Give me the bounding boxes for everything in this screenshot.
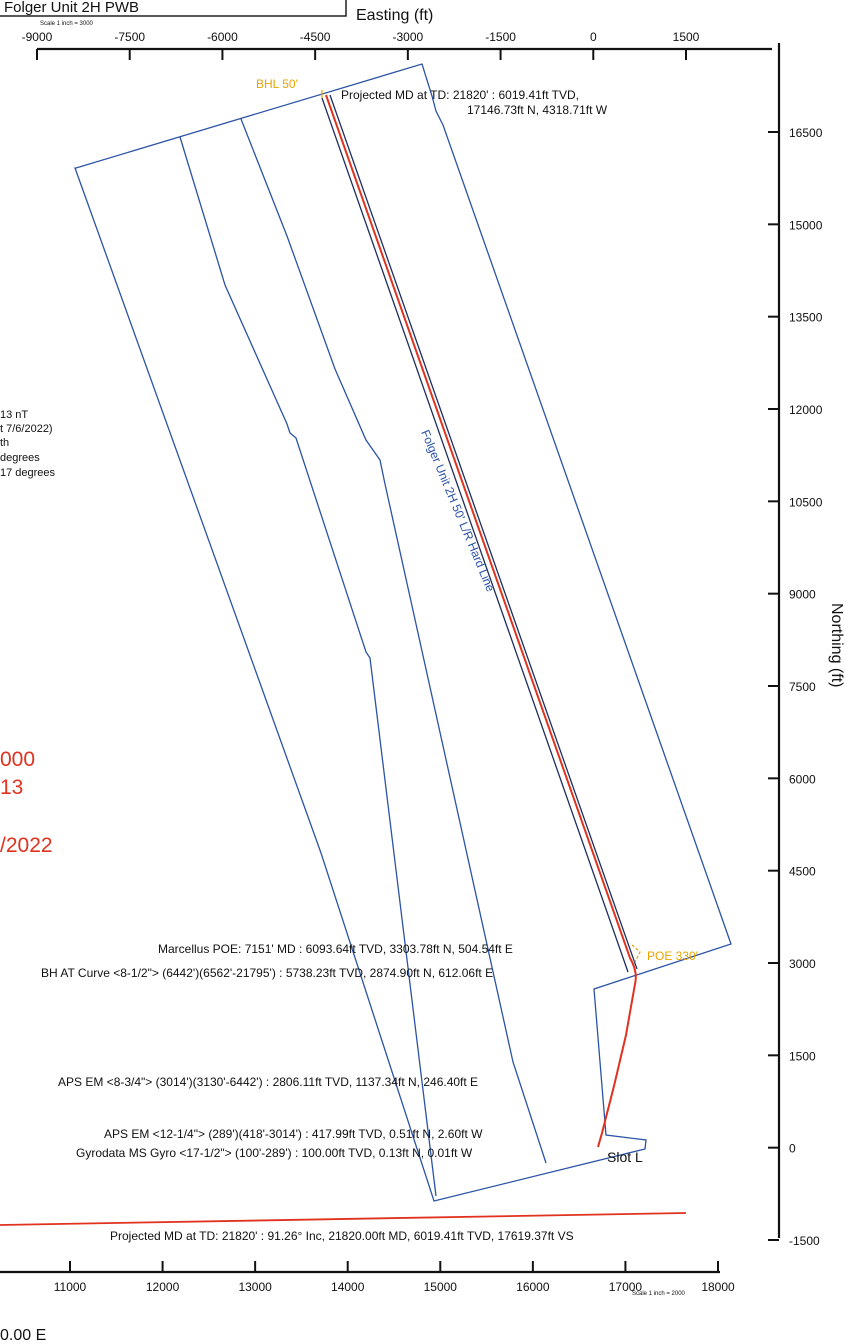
northing-tick-label: 9000: [789, 588, 816, 602]
easting-tick-label: -1500: [485, 30, 516, 44]
vs-well-path: [0, 1212, 687, 1226]
poe-label: POE 330': [647, 949, 698, 963]
easting-tick-label: -4500: [300, 30, 331, 44]
northing-tick-label: 7500: [789, 680, 816, 694]
northing-axis-title: Northing (ft): [828, 603, 845, 687]
easting-axis: -9000 -7500 -6000 -4500 -3000 -1500 0 1500: [22, 30, 772, 60]
magnetic-line-4: degrees: [0, 452, 40, 464]
easting-tick-label: -9000: [22, 30, 53, 44]
vs-axis: 11000 12000 13000 14000 15000 16000 17000 18000…: [0, 1261, 735, 1297]
gyro-label: Gyrodata MS Gyro <17-1/2"> (100'-289') :…: [76, 1146, 473, 1160]
easting-tick-label: -3000: [393, 30, 424, 44]
red-line-1: 000: [0, 748, 35, 771]
northing-tick-label: 10500: [789, 495, 823, 509]
projected-td-label-1: Projected MD at TD: 21820' : 6019.41ft T…: [341, 88, 579, 102]
marcellus-poe-label: Marcellus POE: 7151' MD : 6093.64ft TVD,…: [158, 942, 513, 956]
tract-line-1: [179, 136, 437, 1197]
easting-axis-title: Easting (ft): [356, 7, 433, 24]
northing-tick-label: 4500: [789, 865, 816, 879]
northing-tick-label: -1500: [789, 1234, 820, 1248]
aps-em-1214-label: APS EM <12-1/4"> (289')(418'-3014') : 41…: [104, 1127, 483, 1141]
well-path: [325, 94, 637, 1148]
magnetic-line-2: t 7/6/2022): [0, 423, 53, 435]
lease-boundary: [74, 63, 732, 1202]
vs-tick-label: 16000: [516, 1280, 550, 1294]
red-line-2: 13: [0, 776, 23, 799]
northing-tick-label: 12000: [789, 403, 823, 417]
easting-tick-label: -7500: [114, 30, 145, 44]
red-info-partial: 000 13 /2022: [0, 748, 53, 857]
northing-tick-label: 15000: [789, 218, 823, 232]
bh-curve-label: BH AT Curve <8-1/2"> (6442')(6562'-21795…: [41, 966, 493, 980]
magnetic-info-partial: 13 nT t 7/6/2022) th degrees 17 degrees: [0, 409, 56, 479]
northing-tick-label: 13500: [789, 311, 823, 325]
magnetic-line-5: 17 degrees: [0, 467, 56, 479]
hard-line-label: Folger Unit 2H 50' L/R Hard Line: [418, 428, 498, 594]
vs-tick-label: 11000: [54, 1280, 87, 1294]
hard-line-left: [321, 97, 629, 973]
aps-em-834-label: APS EM <8-3/4"> (3014')(3130'-6442') : 2…: [58, 1075, 478, 1089]
easting-tick-label: 0: [590, 30, 597, 44]
bottom-partial-label: 0.00 E: [0, 1327, 46, 1344]
northing-tick-label: 16500: [789, 126, 823, 140]
projected-td-label-2: 17146.73ft N, 4318.71ft W: [467, 103, 608, 117]
red-line-3: /2022: [0, 834, 53, 857]
northing-tick-label: 6000: [789, 772, 816, 786]
plan-title-box: Folger Unit 2H PWB Scale 1 inch = 3000: [0, 0, 347, 27]
hard-line-right: [329, 94, 638, 970]
poe-setback-marker: [631, 944, 641, 963]
easting-tick-label: 1500: [673, 30, 700, 44]
vs-tick-label: 14000: [331, 1280, 365, 1294]
bhl-label: BHL 50': [256, 77, 298, 91]
northing-tick-label: 0: [789, 1142, 796, 1156]
vs-tick-label: 18000: [701, 1280, 735, 1294]
plan-title: Folger Unit 2H PWB: [4, 0, 139, 16]
vs-tick-label: 12000: [146, 1280, 180, 1294]
projected-vs-label: Projected MD at TD: 21820' : 91.26° Inc,…: [110, 1229, 574, 1243]
magnetic-line-3: th: [0, 437, 9, 449]
vs-tick-label: 17000: [609, 1280, 643, 1294]
scale-bottom: Scale 1 inch = 2000: [632, 1291, 686, 1297]
magnetic-line-1: 13 nT: [0, 409, 28, 421]
vs-tick-label: 15000: [424, 1280, 458, 1294]
tract-line-2: [240, 118, 547, 1164]
northing-tick-label: 3000: [789, 957, 816, 971]
easting-tick-label: -6000: [207, 30, 238, 44]
scale-top: Scale 1 inch = 3000: [40, 21, 94, 27]
northing-axis: 1650015000135001200010500900075006000450…: [768, 43, 845, 1248]
northing-tick-label: 1500: [789, 1049, 816, 1063]
vs-tick-label: 13000: [238, 1280, 272, 1294]
slot-label: Slot L: [607, 1149, 643, 1165]
